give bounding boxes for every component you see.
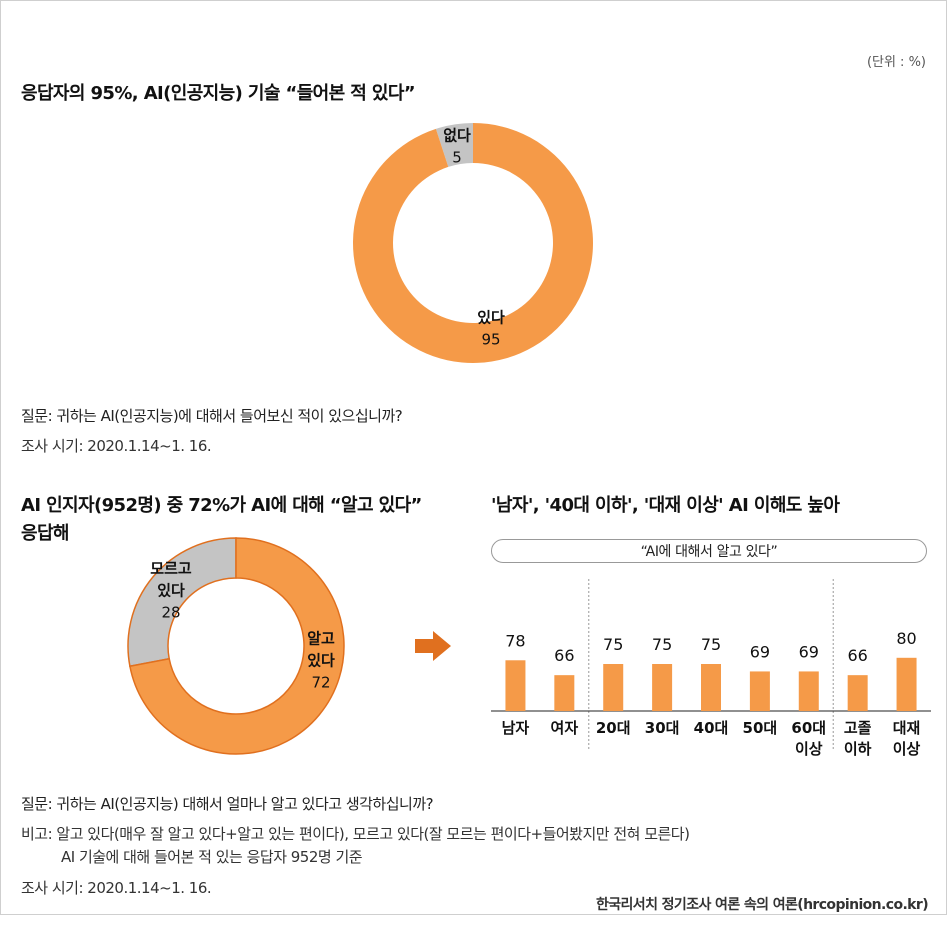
section2-question: 질문: 귀하는 AI(인공지능) 대해서 얼마나 알고 있다고 생각하십니까? (21, 795, 434, 813)
bar-value-label-7: 66 (847, 646, 867, 665)
bar-6 (798, 671, 819, 711)
bar-category-label-3-0: 30대 (645, 719, 680, 737)
donut2-slice-0 (127, 537, 237, 668)
bar-value-label-2: 75 (603, 635, 623, 654)
bar-category-label-8-1: 이상 (893, 740, 921, 758)
donut1-slice-label-1-0: 있다 (477, 309, 505, 327)
section2-period: 조사 시기: 2020.1.14~1. 16. (21, 879, 212, 897)
bar-1 (554, 675, 575, 711)
bar-0 (505, 660, 526, 711)
donut2-slice-label-0-1: 있다 (157, 582, 185, 600)
bar-value-label-4: 75 (701, 635, 721, 654)
bar-category-label-5-0: 50대 (743, 719, 778, 737)
bar-value-label-6: 69 (799, 642, 819, 661)
donut2-slice-label-0-0: 모르고 (150, 560, 192, 578)
bar-7 (847, 675, 868, 711)
section2-title-line2: 응답해 (21, 523, 69, 544)
bar-category-label-6-0: 60대 (791, 719, 826, 737)
bar-4 (701, 664, 721, 711)
donut2-slice-label-1-0: 알고 (307, 630, 335, 648)
bar-category-label-0-0: 남자 (502, 719, 530, 737)
bar-category-label-1-0: 여자 (551, 719, 579, 737)
donut1-slice-1 (353, 123, 593, 363)
donut2-value-label-1: 72 (311, 674, 330, 692)
bar-3 (652, 664, 673, 711)
donut2-slice-1 (129, 537, 345, 755)
donut1-slice-label-0-0: 없다 (443, 127, 471, 145)
bar-category-label-7-1: 이하 (844, 740, 872, 758)
source-credit: 한국리서치 정기조사 여론 속의 여론(hrcopinion.co.kr) (595, 897, 929, 913)
donut2-value-label-0: 28 (161, 604, 180, 622)
bar-8 (896, 657, 917, 711)
bar-category-label-7-0: 고졸 (844, 719, 872, 737)
bar-2 (603, 664, 624, 711)
section1-question: 질문: 귀하는 AI(인공지능)에 대해서 들어보신 적이 있으십니까? (21, 407, 403, 425)
bar-value-label-8: 80 (896, 629, 916, 648)
bar-value-label-1: 66 (554, 646, 574, 665)
donut1-value-label-1: 95 (481, 331, 500, 349)
arrow-right-icon (415, 631, 451, 661)
bar-value-label-0: 78 (505, 631, 525, 650)
awareness-donut-chart: 없다 5 있다 95 (353, 123, 593, 363)
bar-category-label-6-1: 이상 (795, 740, 823, 758)
donut1-value-label-0: 5 (452, 149, 462, 167)
section1-title: 응답자의 95%, AI(인공지능) 기술 “들어본 적 있다” (21, 83, 416, 104)
donut2-slice-label-1-1: 있다 (307, 652, 335, 670)
section1-period: 조사 시기: 2020.1.14~1. 16. (21, 437, 212, 455)
bar-category-label-4-0: 40대 (694, 719, 729, 737)
bar-5 (749, 671, 770, 711)
section2-title-line1: AI 인지자(952명) 중 72%가 AI에 대해 “알고 있다” (21, 495, 422, 516)
subgroup-chart-subtitle: “AI에 대해서 알고 있다” (491, 539, 927, 563)
bar-value-label-3: 75 (652, 635, 672, 654)
donut1-slice-0 (435, 123, 473, 167)
unit-note: (단위 : %) (866, 55, 926, 70)
section2-note-line1: 비고: 알고 있다(매우 잘 알고 있다+알고 있는 편이다), 모르고 있다(… (21, 825, 690, 843)
section3-title: '남자', '40대 이하', '대재 이상' AI 이해도 높아 (491, 495, 840, 516)
bar-value-label-5: 69 (750, 642, 770, 661)
section2-note-line2: AI 기술에 대해 들어본 적 있는 응답자 952명 기준 (61, 848, 363, 866)
bar-category-label-8-0: 대재 (893, 719, 921, 737)
bar-category-label-2-0: 20대 (596, 719, 631, 737)
